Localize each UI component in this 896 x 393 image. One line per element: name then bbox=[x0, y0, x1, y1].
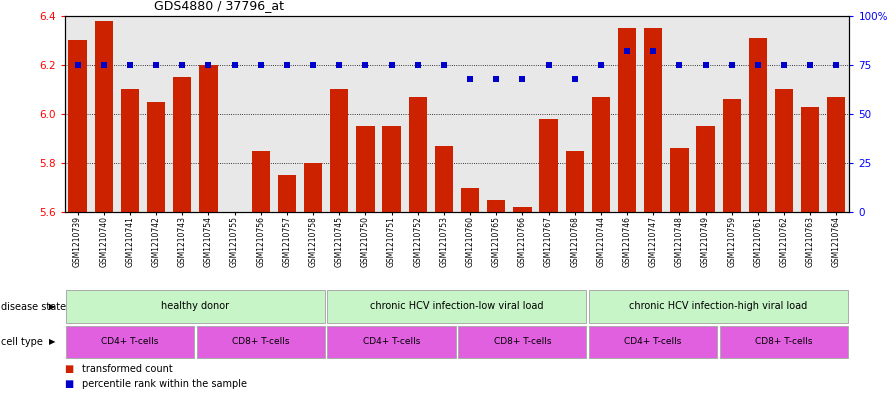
Bar bbox=[670, 149, 688, 212]
Text: CD8+ T-cells: CD8+ T-cells bbox=[494, 337, 551, 346]
Bar bbox=[458, 326, 587, 358]
Bar bbox=[775, 90, 793, 212]
Bar bbox=[591, 97, 610, 212]
Text: ▶: ▶ bbox=[49, 302, 56, 311]
Text: chronic HCV infection-high viral load: chronic HCV infection-high viral load bbox=[630, 301, 807, 311]
Bar bbox=[461, 188, 479, 212]
Bar bbox=[589, 290, 849, 323]
Bar bbox=[327, 290, 587, 323]
Text: percentile rank within the sample: percentile rank within the sample bbox=[82, 378, 247, 389]
Bar bbox=[252, 151, 270, 212]
Bar bbox=[68, 40, 87, 212]
Bar bbox=[65, 290, 325, 323]
Bar bbox=[513, 208, 531, 212]
Bar bbox=[589, 326, 718, 358]
Bar bbox=[278, 175, 296, 212]
Text: cell type: cell type bbox=[1, 337, 43, 347]
Bar bbox=[618, 28, 636, 212]
Bar bbox=[95, 21, 113, 212]
Bar bbox=[749, 38, 767, 212]
Text: GDS4880 / 37796_at: GDS4880 / 37796_at bbox=[154, 0, 284, 12]
Bar bbox=[722, 99, 741, 212]
Bar bbox=[330, 90, 349, 212]
Text: CD4+ T-cells: CD4+ T-cells bbox=[101, 337, 159, 346]
Bar bbox=[65, 326, 194, 358]
Bar bbox=[644, 28, 662, 212]
Text: ■: ■ bbox=[65, 364, 73, 374]
Bar bbox=[383, 126, 401, 212]
Text: disease state: disease state bbox=[1, 301, 66, 312]
Bar bbox=[539, 119, 557, 212]
Bar bbox=[565, 151, 584, 212]
Bar bbox=[173, 77, 192, 212]
Bar bbox=[827, 97, 846, 212]
Text: CD4+ T-cells: CD4+ T-cells bbox=[363, 337, 420, 346]
Text: CD4+ T-cells: CD4+ T-cells bbox=[625, 337, 682, 346]
Bar bbox=[226, 212, 244, 335]
Text: ▶: ▶ bbox=[49, 338, 56, 346]
Bar bbox=[409, 97, 426, 212]
Bar bbox=[357, 126, 375, 212]
Text: chronic HCV infection-low viral load: chronic HCV infection-low viral load bbox=[370, 301, 544, 311]
Text: transformed count: transformed count bbox=[82, 364, 173, 374]
Text: ■: ■ bbox=[65, 378, 73, 389]
Text: CD8+ T-cells: CD8+ T-cells bbox=[232, 337, 289, 346]
Bar bbox=[435, 146, 453, 212]
Text: CD8+ T-cells: CD8+ T-cells bbox=[755, 337, 813, 346]
Bar bbox=[304, 163, 323, 212]
Bar bbox=[327, 326, 456, 358]
Bar bbox=[487, 200, 505, 212]
Bar bbox=[121, 90, 139, 212]
Text: healthy donor: healthy donor bbox=[161, 301, 229, 311]
Bar bbox=[801, 107, 819, 212]
Bar bbox=[696, 126, 715, 212]
Bar bbox=[199, 65, 218, 212]
Bar bbox=[147, 102, 165, 212]
Bar bbox=[719, 326, 849, 358]
Bar bbox=[196, 326, 325, 358]
